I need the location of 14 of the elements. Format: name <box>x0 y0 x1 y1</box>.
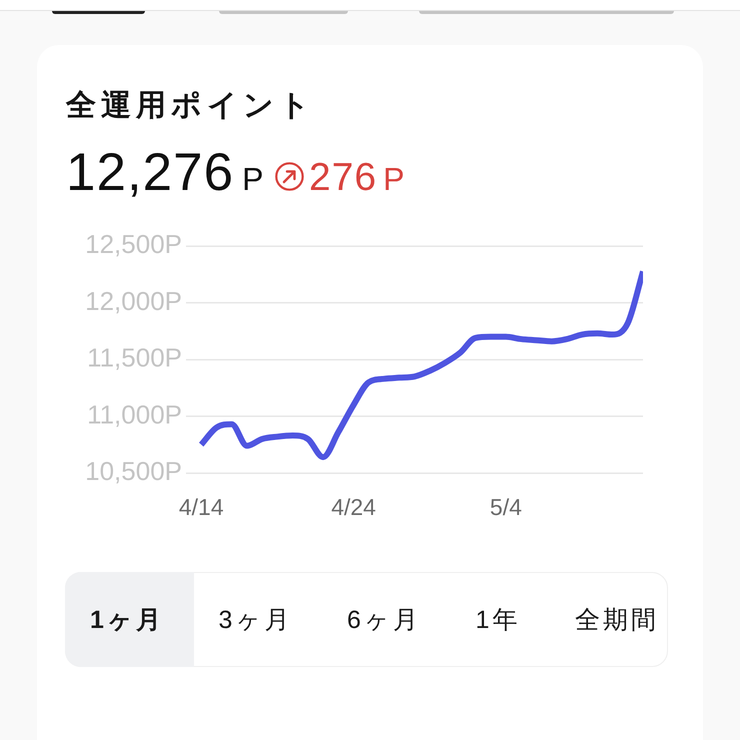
x-tick-label: 5/4 <box>490 494 522 520</box>
text: 全期間 <box>575 605 659 636</box>
text: 1年 <box>476 605 520 636</box>
text: 6ヶ月 <box>347 605 421 636</box>
x-tick-label: 4/14 <box>178 494 224 520</box>
y-tick-label: 12,000P <box>85 286 182 316</box>
x-tick-label: 4/24 <box>331 494 376 520</box>
y-tick-label: 11,000P <box>87 399 182 430</box>
chart-title: 全運用ポイント <box>66 88 315 124</box>
y-tick-label: 10,500P <box>85 456 182 486</box>
text: 1ヶ月 <box>90 605 164 636</box>
y-tick-label: 11,500P <box>87 342 182 373</box>
text: 3ヶ月 <box>218 605 292 636</box>
y-tick-label: 12,500P <box>85 229 182 260</box>
